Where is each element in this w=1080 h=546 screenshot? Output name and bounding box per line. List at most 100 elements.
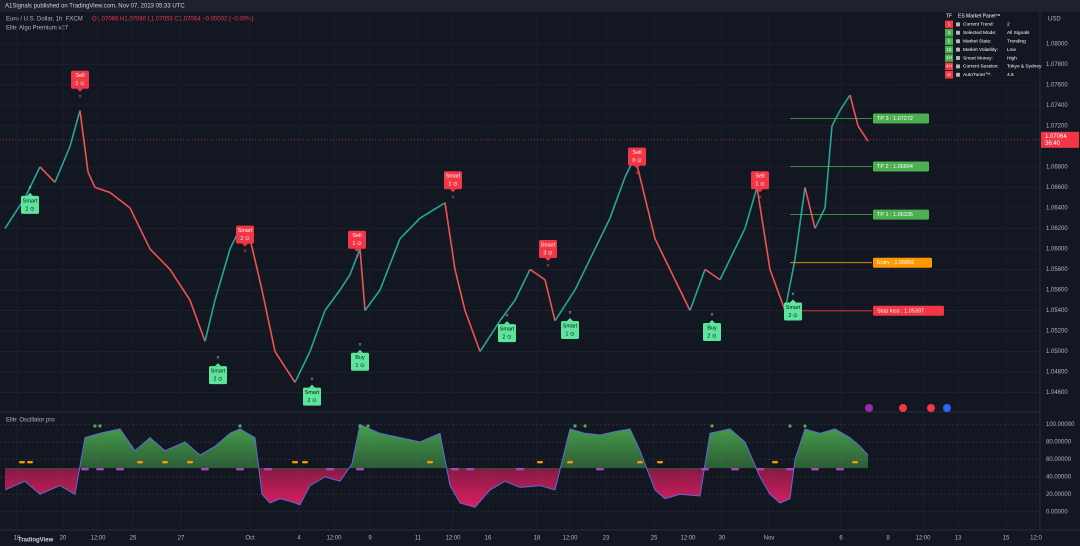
osc-dash (701, 468, 709, 471)
signal-sub: 2 ⊙ (307, 398, 317, 404)
osc-dot (710, 424, 714, 428)
osc-dash (637, 461, 643, 464)
panel-tf-header: TF (946, 13, 952, 19)
price-segment (339, 274, 351, 291)
icon (865, 404, 873, 412)
signal-sub: 1 ⊙ (352, 241, 362, 247)
signal-title: Sell (352, 233, 361, 239)
signal-cross: × (28, 185, 32, 191)
signal-cross: × (635, 171, 639, 177)
panel-key: Current Session: (963, 64, 999, 70)
time-label: 6 (839, 536, 843, 542)
panel-value: Trending (1007, 38, 1026, 44)
oscillator-title: Elite Oscillator pro (6, 418, 55, 424)
osc-dash (19, 461, 25, 464)
osc-dash (96, 468, 104, 471)
osc-dash (81, 468, 89, 471)
price-segment (364, 289, 381, 311)
osc-dash (811, 468, 819, 471)
panel-value: 2 (1007, 22, 1010, 28)
panel-title: ES Market Panel™ (958, 13, 1001, 19)
panel-tf: 5 (948, 38, 951, 43)
osc-dash (657, 461, 663, 464)
signal-pointer (450, 189, 456, 193)
price-segment (544, 279, 556, 321)
signal-pointer (309, 384, 315, 388)
signal-title: Sell (755, 174, 764, 180)
signal-title: Smart (238, 228, 253, 234)
time-label: 12:0 (1030, 536, 1042, 542)
signal-cross: × (758, 195, 762, 201)
signal-cross: × (358, 342, 362, 348)
panel-tf: 1 (948, 22, 951, 27)
time-label: 12:00 (445, 536, 461, 542)
level-box (873, 305, 944, 316)
icon (943, 404, 951, 412)
level-label: Stop loss : 1.05397 (877, 308, 924, 314)
signal-pointer (709, 320, 715, 324)
price-tick-label: 1.07600 (1046, 82, 1068, 88)
signal-box (71, 70, 89, 89)
osc-dash (852, 461, 858, 464)
level-label: Entry : 1.05866 (877, 260, 914, 266)
price-segment (814, 207, 826, 229)
price-segment (794, 187, 806, 260)
price-segment (54, 146, 71, 183)
price-segment (839, 94, 851, 111)
signal-title: Sell (632, 150, 641, 156)
osc-tick-label: 100.00000 (1046, 422, 1075, 428)
signal-title: Smart (500, 327, 515, 333)
currency: USD (1048, 17, 1061, 23)
signal-pointer (357, 349, 363, 353)
time-label: 12:00 (915, 536, 931, 542)
panel-tf-cell (945, 37, 953, 45)
panel-icon (956, 72, 960, 77)
price-segment (756, 187, 771, 270)
price-segment (189, 299, 206, 342)
price-segment (499, 299, 516, 322)
osc-dot (573, 424, 577, 428)
price-segment (294, 351, 311, 383)
osc-dash (567, 461, 573, 464)
osc-dot (358, 424, 362, 428)
signal-sub: 1 ⊙ (565, 331, 575, 337)
osc-dash (427, 461, 433, 464)
osc-dash (772, 461, 778, 464)
price-segment (79, 110, 89, 173)
signal-label: Sell 1 ⊙ (751, 171, 769, 193)
signal-title: Smart (563, 323, 578, 329)
price-tick-label: 1.07200 (1046, 123, 1068, 129)
price-segment (249, 238, 263, 291)
price-segment (129, 207, 151, 250)
panel-tf: 15 (946, 47, 952, 52)
osc-tick-label: 0.00000 (1046, 509, 1068, 515)
signal-cross: × (546, 264, 550, 270)
time-label: Oct (245, 536, 255, 542)
panel-tf-cell (945, 45, 953, 54)
panel-tf-cell (945, 71, 953, 79)
signal-box (21, 195, 39, 214)
level-box (873, 209, 929, 220)
panel-key: Current Trend: (963, 22, 994, 28)
price-segment (109, 191, 131, 209)
level-label: TP 2 : 1.06804 (877, 164, 913, 170)
price-tick-label: 1.06000 (1046, 247, 1068, 253)
footer-brand: TradingView (18, 538, 54, 544)
signal-box (444, 171, 462, 190)
osc-dash (236, 468, 244, 471)
panel-tf: 3 (948, 30, 951, 35)
osc-tick-label: 20.00000 (1046, 492, 1072, 498)
price-segment (479, 320, 501, 352)
signal-box (209, 366, 227, 385)
time-label: 23 (603, 536, 610, 542)
price-segment (4, 212, 16, 229)
osc-tick-label: 40.00000 (1046, 474, 1072, 480)
panel-tf-cell (945, 54, 953, 62)
osc-dash (836, 468, 844, 471)
signal-title: Smart (446, 174, 461, 180)
chart-icons (865, 404, 951, 412)
signal-box (303, 387, 321, 406)
osc-dash (596, 468, 604, 471)
